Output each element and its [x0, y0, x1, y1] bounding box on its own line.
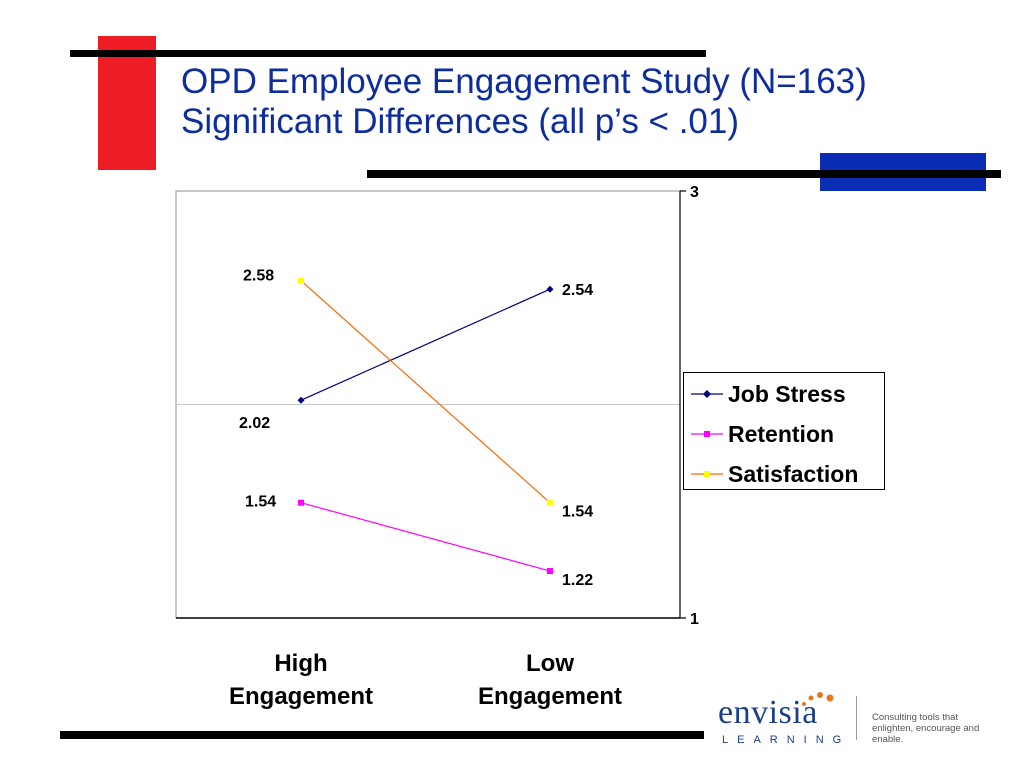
logo-tagline: Consulting tools that enlighten, encoura…	[872, 712, 1012, 745]
y-tick-label: 1	[690, 611, 699, 628]
logo-tagline-line2: enlighten, encourage and enable.	[872, 723, 980, 745]
legend-label-satisfaction: Satisfaction	[728, 460, 859, 487]
series-line-retention	[300, 502, 551, 572]
logo-dots-icon	[802, 692, 834, 706]
legend-item-retention: Retention	[690, 419, 834, 449]
category-label-high-line1: High	[274, 650, 328, 677]
data-label-retention-1: 1.22	[562, 572, 593, 589]
red-accent-block	[98, 36, 156, 170]
marker-job-stress-1	[546, 285, 554, 293]
category-label-low: Low Engagement	[430, 647, 670, 713]
title-line-1: OPD Employee Engagement Study (N=163)	[181, 62, 867, 101]
marker-satisfaction-1	[547, 499, 553, 506]
data-label-retention-0: 1.54	[245, 494, 276, 511]
top-rule	[70, 50, 706, 57]
marker-retention-0	[298, 499, 304, 506]
legend-item-job-stress: Job Stress	[690, 379, 846, 409]
marker-job-stress-0	[297, 396, 305, 404]
y-tick-label: 3	[690, 184, 699, 201]
data-label-satisfaction-1: 1.54	[562, 504, 593, 521]
data-label-job-stress-0: 2.02	[239, 415, 270, 432]
legend-marker-retention	[691, 431, 723, 437]
slide-title: OPD Employee Engagement Study (N=163) Si…	[181, 62, 867, 142]
legend-marker-job-stress	[691, 390, 723, 398]
logo-name: envisia	[718, 694, 818, 731]
marker-satisfaction-0	[298, 277, 304, 284]
title-line-2: Significant Differences (all p’s < .01)	[181, 102, 740, 141]
marker-retention-1	[547, 568, 553, 575]
logo-subtitle: LEARNING	[722, 734, 851, 746]
legend-item-satisfaction: Satisfaction	[690, 459, 858, 489]
logo-divider	[856, 696, 857, 740]
bottom-rule	[60, 731, 704, 739]
category-label-low-line2: Engagement	[477, 683, 623, 710]
middle-rule	[367, 170, 1001, 178]
legend-marker-satisfaction	[691, 471, 723, 477]
category-label-high: High Engagement	[181, 647, 421, 713]
category-label-low-line1: Low	[526, 650, 574, 677]
data-label-job-stress-1: 2.54	[562, 282, 593, 299]
category-label-high-line2: Engagement	[228, 683, 374, 710]
envisia-logo: envisia LEARNING Consulting tools that e…	[718, 690, 1008, 756]
chart-legend: Job Stress Retention Satisfaction	[683, 372, 885, 490]
series-line-job-stress	[300, 288, 551, 401]
data-label-satisfaction-0: 2.58	[243, 268, 274, 285]
legend-label-retention: Retention	[728, 420, 835, 447]
series-line-satisfaction	[300, 280, 551, 504]
legend-label-job-stress: Job Stress	[728, 380, 846, 407]
logo-tagline-line1: Consulting tools that	[872, 712, 959, 723]
